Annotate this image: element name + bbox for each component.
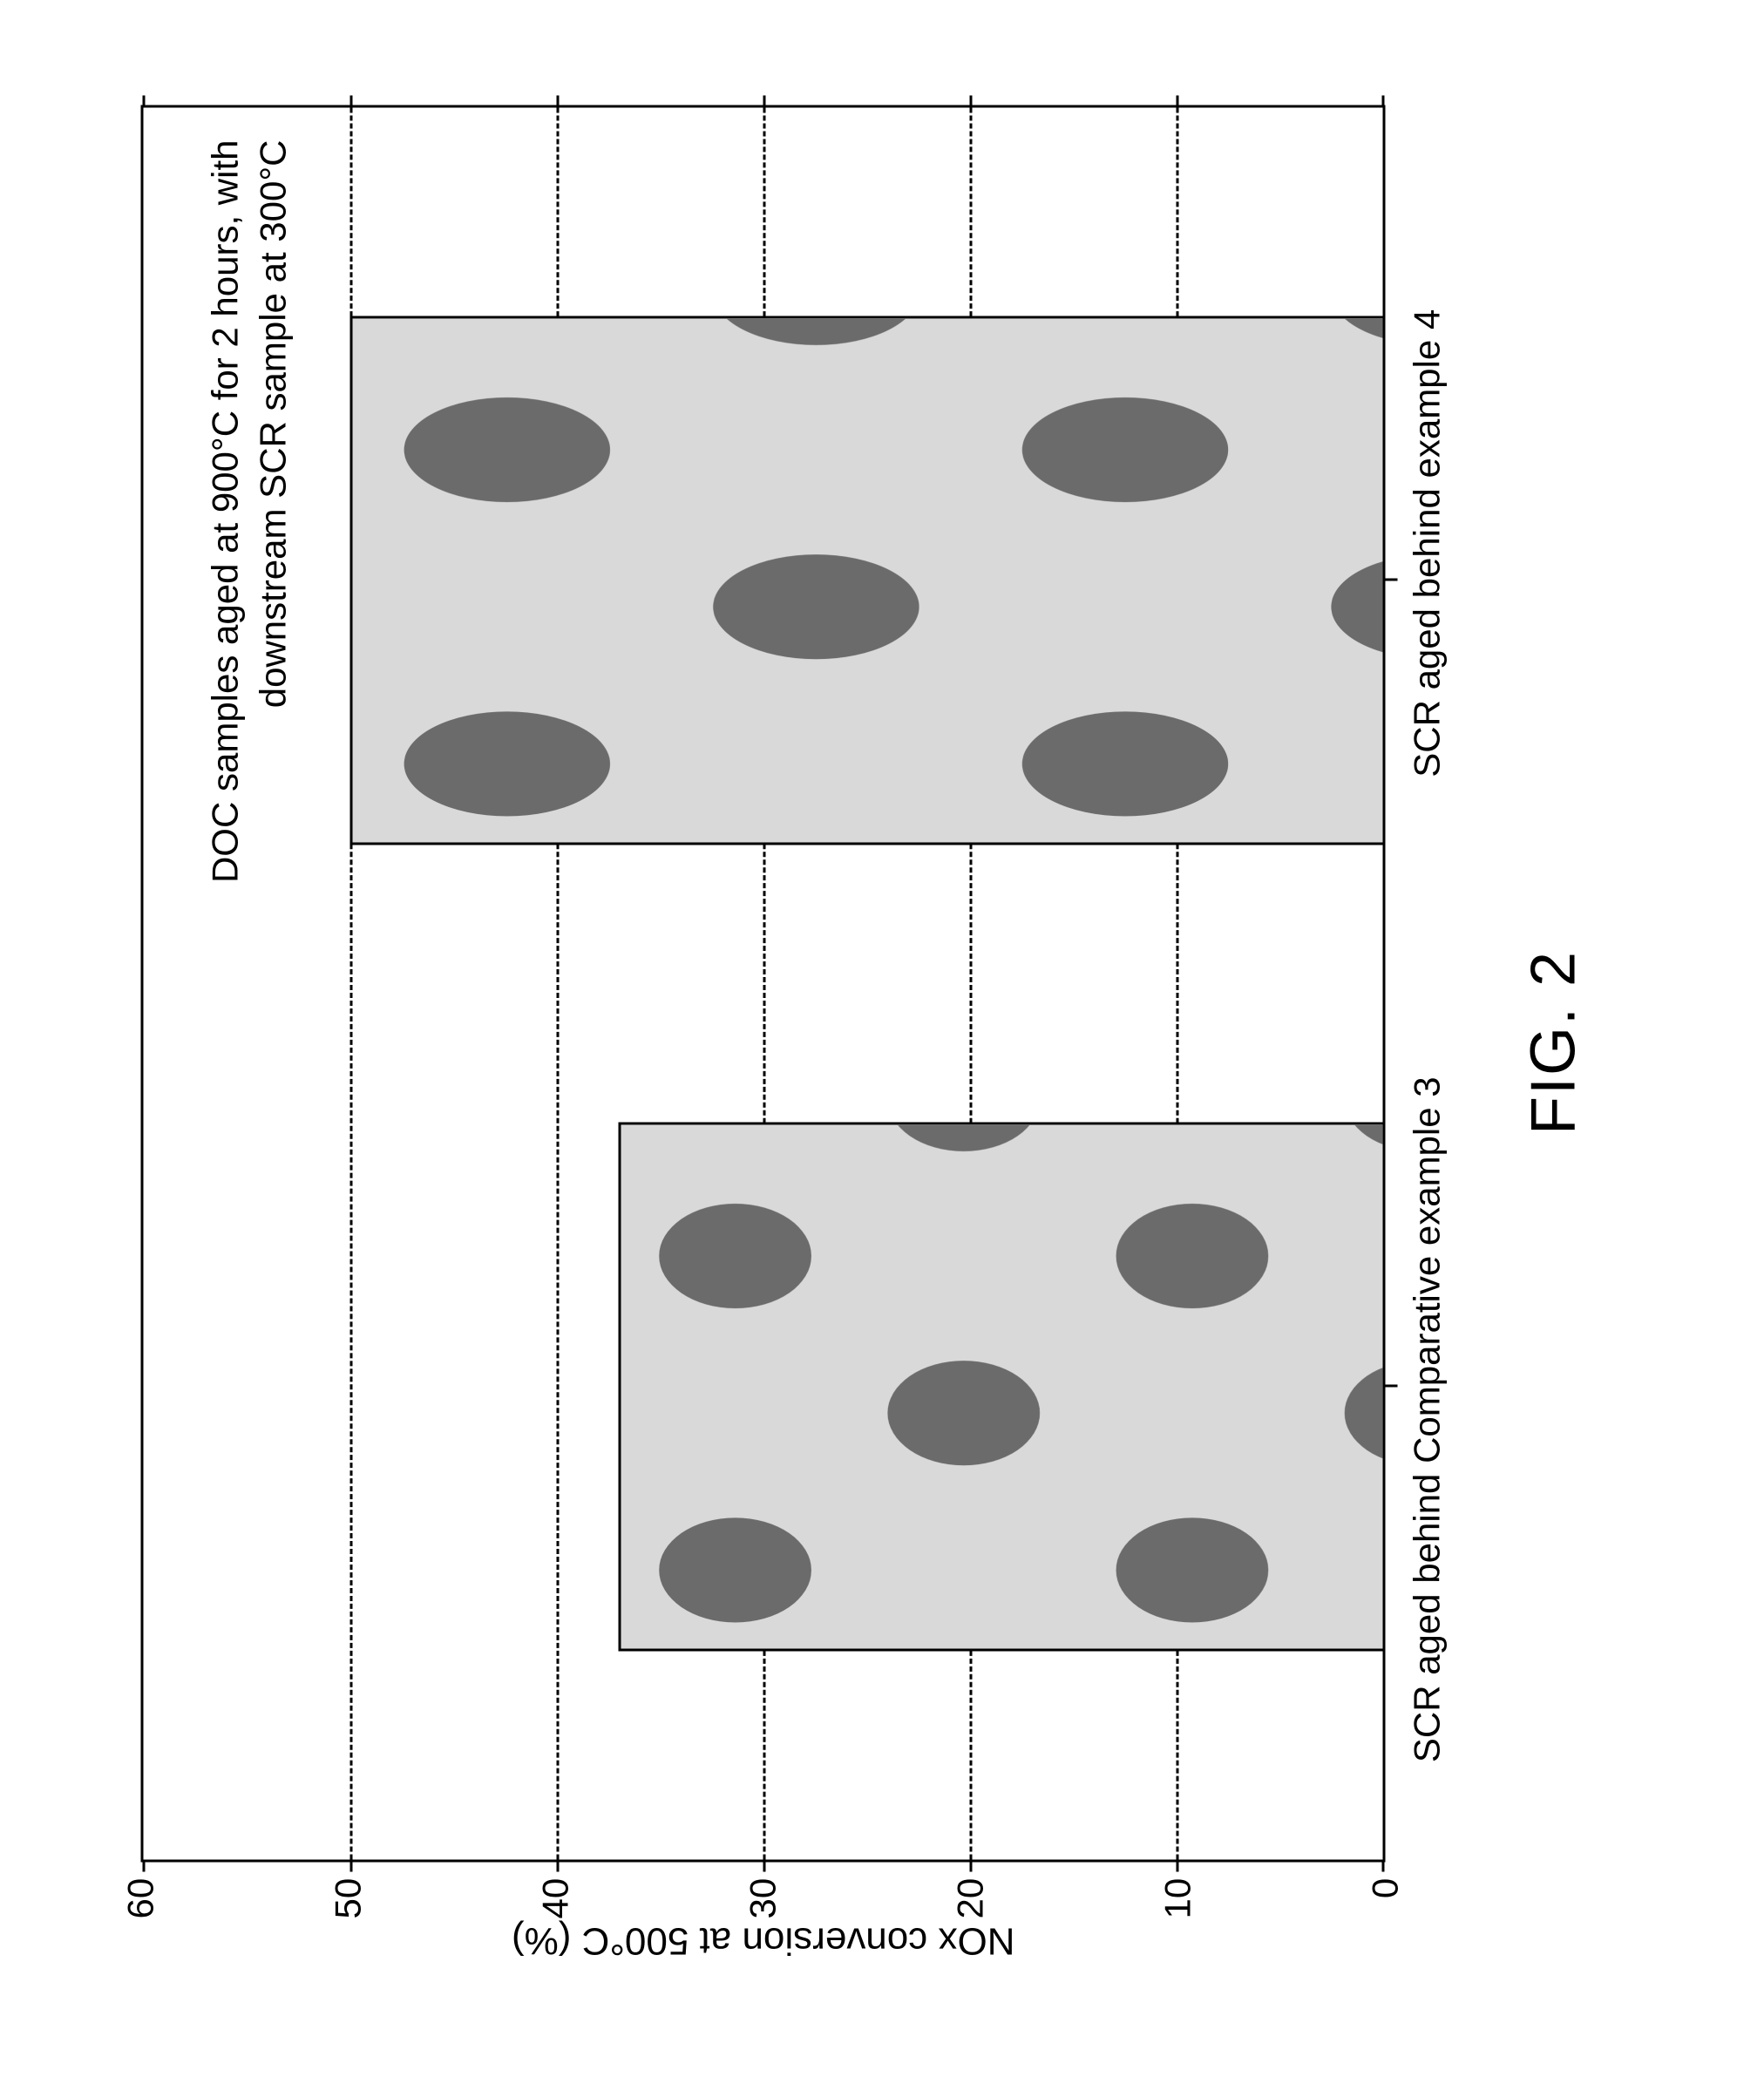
plot-area xyxy=(140,105,1385,1862)
ytick-mark xyxy=(969,95,972,107)
ytick-mark xyxy=(763,95,765,107)
x-axis-labels: SCR aged behind Comparative example 3 SC… xyxy=(1385,105,1448,1979)
bar-slot xyxy=(143,1064,1382,1709)
page-rotated-container: DOC samples aged at 900°C for 2 hours, w… xyxy=(0,0,1764,2084)
ytick-mark xyxy=(142,1859,145,1871)
chart-title-line-2: downstream SCR sample at 300°C xyxy=(249,139,297,883)
x-tick-mark xyxy=(1385,578,1397,580)
bar-slot xyxy=(143,258,1382,903)
chart-title: DOC samples aged at 900°C for 2 hours, w… xyxy=(201,139,296,883)
bars-group xyxy=(143,107,1382,1859)
ytick-mark xyxy=(1381,1859,1384,1871)
chart-body: NOx conversion at 500°C (%) 60 50 40 30 … xyxy=(140,105,1385,1979)
ytick-mark xyxy=(556,95,559,107)
x-tick-label: SCR aged behind example 4 xyxy=(1406,105,1448,981)
ytick-mark xyxy=(763,1859,765,1871)
bar-pattern-fill xyxy=(621,1124,1382,1648)
bar-pattern-fill xyxy=(352,318,1382,842)
ytick-mark xyxy=(349,1859,352,1871)
x-tick-label: SCR aged behind Comparative example 3 xyxy=(1406,981,1448,1858)
ytick-mark xyxy=(1176,1859,1178,1871)
ytick-mark xyxy=(349,95,352,107)
figure-label: FIG. 2 xyxy=(1517,949,1589,1134)
y-axis-label: NOx conversion at 500°C (%) xyxy=(140,1918,1385,1979)
x-tick-mark xyxy=(1385,1384,1397,1387)
bar-example-4 xyxy=(349,316,1382,845)
ytick-mark xyxy=(142,95,145,107)
ytick-mark xyxy=(556,1859,559,1871)
ytick-mark xyxy=(1176,95,1178,107)
ytick-mark xyxy=(969,1859,972,1871)
chart-title-line-1: DOC samples aged at 900°C for 2 hours, w… xyxy=(201,139,249,883)
y-axis: NOx conversion at 500°C (%) 60 50 40 30 … xyxy=(140,1862,1385,1979)
bar-comparative-example-3 xyxy=(618,1122,1382,1651)
ytick-mark xyxy=(1381,95,1384,107)
chart-container: DOC samples aged at 900°C for 2 hours, w… xyxy=(140,105,1448,1979)
